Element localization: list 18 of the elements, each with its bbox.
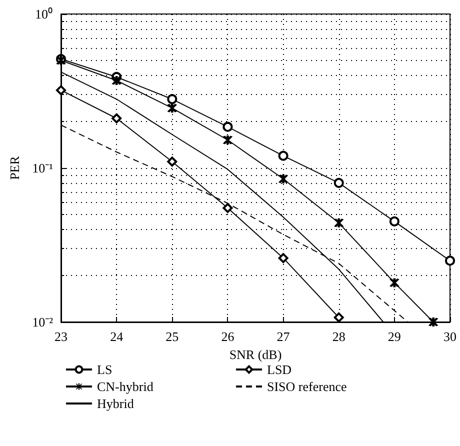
x-tick-label: 29 [388,329,401,344]
legend-label: LSD [267,362,292,377]
y-axis-title: PER [7,156,22,180]
y-tick-label: 10⁻² [32,314,54,330]
x-tick-label: 25 [166,329,179,344]
legend-label: SISO reference [267,379,347,394]
legend-label: LS [97,362,112,377]
x-tick-label: 26 [221,329,235,344]
y-tick-label: 10⁻¹ [32,160,54,176]
x-tick-label: 24 [110,329,124,344]
y-tick-label: 10⁰ [35,6,53,22]
x-axis-title: SNR (dB) [229,346,282,362]
x-tick-label: 30 [444,329,456,344]
x-tick-label: 27 [276,329,290,344]
legend-label: CN-hybrid [97,379,154,394]
x-tick-label: 23 [54,329,68,344]
legend-label: Hybrid [97,396,134,411]
x-tick-label: 28 [332,329,346,344]
